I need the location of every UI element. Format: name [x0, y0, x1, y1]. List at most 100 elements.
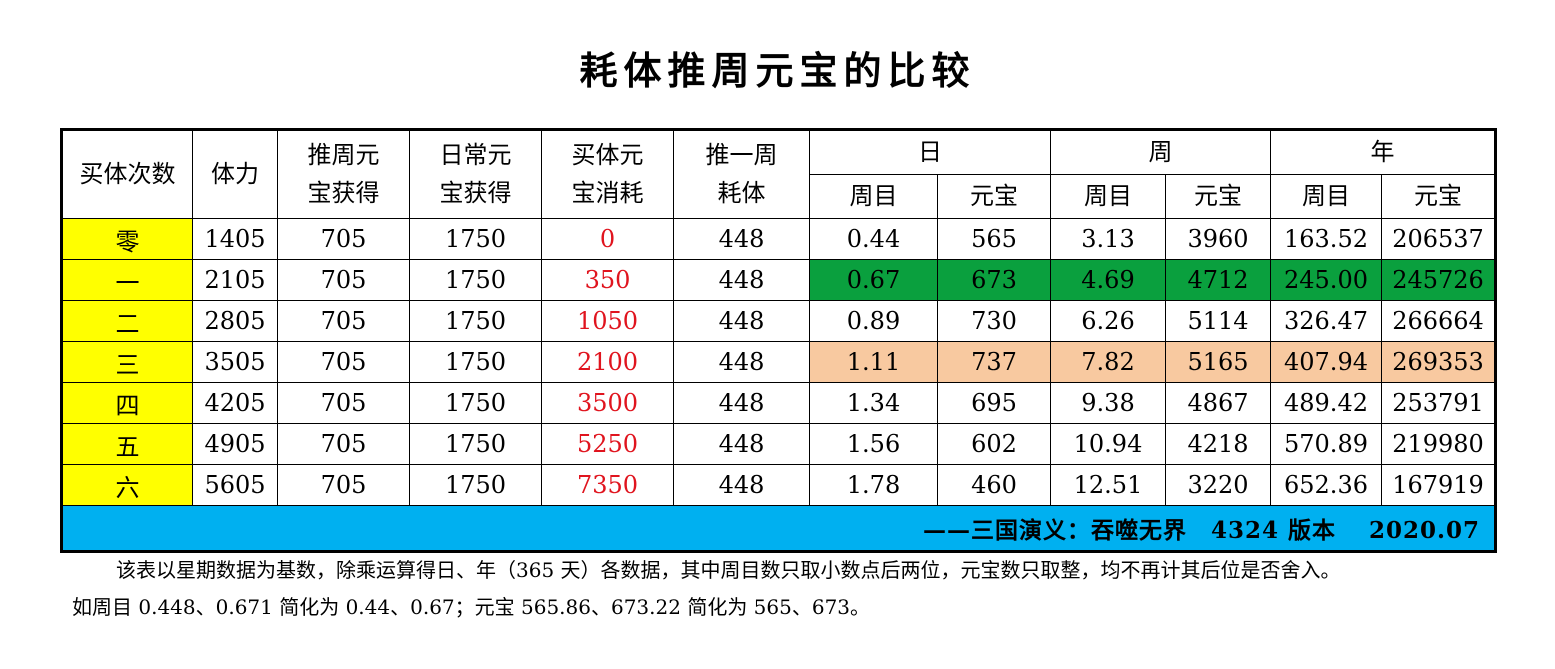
week-ingots-cell: 3220 [1165, 464, 1271, 506]
header-buy-count: 买体次数 [61, 129, 193, 219]
table-row: 零 1405 705 1750 0 448 0.44 565 3.13 3960 163.52 206… [61, 218, 1496, 260]
footer-row: ——三国演义：吞噬无界 4324 版本 2020.07 [61, 505, 1496, 552]
buy-cost-cell: 350 [541, 259, 674, 301]
week-rounds-cell: 6.26 [1050, 300, 1166, 342]
header-group-week: 周 [1050, 129, 1271, 175]
week-ingots-cell: 4218 [1165, 423, 1271, 465]
header-weekly-push-gain: 推周元宝获得 [277, 129, 410, 219]
daily-gain-cell: 1750 [409, 259, 542, 301]
week-ingots-cell: 3960 [1165, 218, 1271, 260]
comparison-table: 买体次数 体力 推周元宝获得 日常元宝获得 买体元宝消耗 推一周耗体 日 周 年… [60, 128, 1497, 553]
year-ingots-cell: 266664 [1381, 300, 1496, 342]
buy-count-cell: 五 [61, 423, 193, 465]
header-group-day: 日 [809, 129, 1051, 175]
week-rounds-cell: 9.38 [1050, 382, 1166, 424]
year-ingots-cell: 167919 [1381, 464, 1496, 506]
buy-count-cell: 零 [61, 218, 193, 260]
table-row: 二 2805 705 1750 1050 448 0.89 730 6.26 5114 326.47… [61, 300, 1496, 342]
page-title: 耗体推周元宝的比较 [579, 48, 976, 93]
stamina-per-week-cell: 448 [673, 259, 810, 301]
version-footer: ——三国演义：吞噬无界 4324 版本 2020.07 [61, 505, 1496, 552]
week-ingots-cell: 4712 [1165, 259, 1271, 301]
daily-gain-cell: 1750 [409, 218, 542, 260]
header-stamina-per-week: 推一周耗体 [673, 129, 810, 219]
table-body: 零 1405 705 1750 0 448 0.44 565 3.13 3960 163.52 206… [61, 218, 1496, 506]
year-rounds-cell: 407.94 [1270, 341, 1382, 383]
day-rounds-cell: 1.56 [809, 423, 938, 465]
week-rounds-cell: 4.69 [1050, 259, 1166, 301]
table-row: 一 2105 705 1750 350 448 0.67 673 4.69 4712 245.00 2… [61, 259, 1496, 301]
stamina-cell: 4905 [192, 423, 278, 465]
year-ingots-cell: 253791 [1381, 382, 1496, 424]
header-buy-cost: 买体元宝消耗 [541, 129, 674, 219]
header-day-ingots: 元宝 [937, 174, 1051, 219]
day-ingots-cell: 460 [937, 464, 1051, 506]
header-week-rounds: 周目 [1050, 174, 1166, 219]
header-week-ingots: 元宝 [1165, 174, 1271, 219]
buy-cost-cell: 2100 [541, 341, 674, 383]
daily-gain-cell: 1750 [409, 341, 542, 383]
week-ingots-cell: 5165 [1165, 341, 1271, 383]
buy-count-cell: 四 [61, 382, 193, 424]
buy-cost-cell: 0 [541, 218, 674, 260]
buy-cost-cell: 5250 [541, 423, 674, 465]
buy-cost-cell: 3500 [541, 382, 674, 424]
push-gain-cell: 705 [277, 259, 410, 301]
week-rounds-cell: 3.13 [1050, 218, 1166, 260]
push-gain-cell: 705 [277, 464, 410, 506]
header-year-ingots: 元宝 [1381, 174, 1496, 219]
table-row: 三 3505 705 1750 2100 448 1.11 737 7.82 5165 407.94… [61, 341, 1496, 383]
day-ingots-cell: 602 [937, 423, 1051, 465]
day-ingots-cell: 565 [937, 218, 1051, 260]
year-rounds-cell: 326.47 [1270, 300, 1382, 342]
day-rounds-cell: 0.44 [809, 218, 938, 260]
day-ingots-cell: 695 [937, 382, 1051, 424]
year-rounds-cell: 489.42 [1270, 382, 1382, 424]
day-ingots-cell: 737 [937, 341, 1051, 383]
stamina-per-week-cell: 448 [673, 464, 810, 506]
stamina-cell: 5605 [192, 464, 278, 506]
year-rounds-cell: 245.00 [1270, 259, 1382, 301]
stamina-cell: 1405 [192, 218, 278, 260]
header-row-1: 买体次数 体力 推周元宝获得 日常元宝获得 买体元宝消耗 推一周耗体 日 周 年 [61, 129, 1496, 219]
week-ingots-cell: 5114 [1165, 300, 1271, 342]
table-row: 四 4205 705 1750 3500 448 1.34 695 9.38 4867 489.42… [61, 382, 1496, 424]
stamina-per-week-cell: 448 [673, 341, 810, 383]
week-rounds-cell: 7.82 [1050, 341, 1166, 383]
buy-count-cell: 三 [61, 341, 193, 383]
year-rounds-cell: 652.36 [1270, 464, 1382, 506]
buy-cost-cell: 7350 [541, 464, 674, 506]
year-ingots-cell: 219980 [1381, 423, 1496, 465]
header-day-rounds: 周目 [809, 174, 938, 219]
push-gain-cell: 705 [277, 423, 410, 465]
header-daily-gain: 日常元宝获得 [409, 129, 542, 219]
buy-count-cell: 一 [61, 259, 193, 301]
daily-gain-cell: 1750 [409, 464, 542, 506]
note-line-1: 该表以星期数据为基数，除乘运算得日、年（365 天）各数据，其中周目数只取小数点… [116, 558, 1341, 582]
header-stamina: 体力 [192, 129, 278, 219]
header-year-rounds: 周目 [1270, 174, 1382, 219]
table-row: 六 5605 705 1750 7350 448 1.78 460 12.51 3220 652.3… [61, 464, 1496, 506]
buy-count-cell: 六 [61, 464, 193, 506]
push-gain-cell: 705 [277, 300, 410, 342]
push-gain-cell: 705 [277, 218, 410, 260]
table-row: 五 4905 705 1750 5250 448 1.56 602 10.94 4218 570.8… [61, 423, 1496, 465]
stamina-cell: 2805 [192, 300, 278, 342]
year-ingots-cell: 206537 [1381, 218, 1496, 260]
stamina-per-week-cell: 448 [673, 218, 810, 260]
day-rounds-cell: 1.11 [809, 341, 938, 383]
stamina-cell: 2105 [192, 259, 278, 301]
day-rounds-cell: 0.67 [809, 259, 938, 301]
day-ingots-cell: 673 [937, 259, 1051, 301]
day-rounds-cell: 1.34 [809, 382, 938, 424]
header-group-year: 年 [1270, 129, 1496, 175]
year-rounds-cell: 163.52 [1270, 218, 1382, 260]
day-ingots-cell: 730 [937, 300, 1051, 342]
stamina-cell: 3505 [192, 341, 278, 383]
week-rounds-cell: 10.94 [1050, 423, 1166, 465]
daily-gain-cell: 1750 [409, 423, 542, 465]
stamina-per-week-cell: 448 [673, 300, 810, 342]
year-ingots-cell: 269353 [1381, 341, 1496, 383]
stamina-cell: 4205 [192, 382, 278, 424]
stamina-per-week-cell: 448 [673, 382, 810, 424]
